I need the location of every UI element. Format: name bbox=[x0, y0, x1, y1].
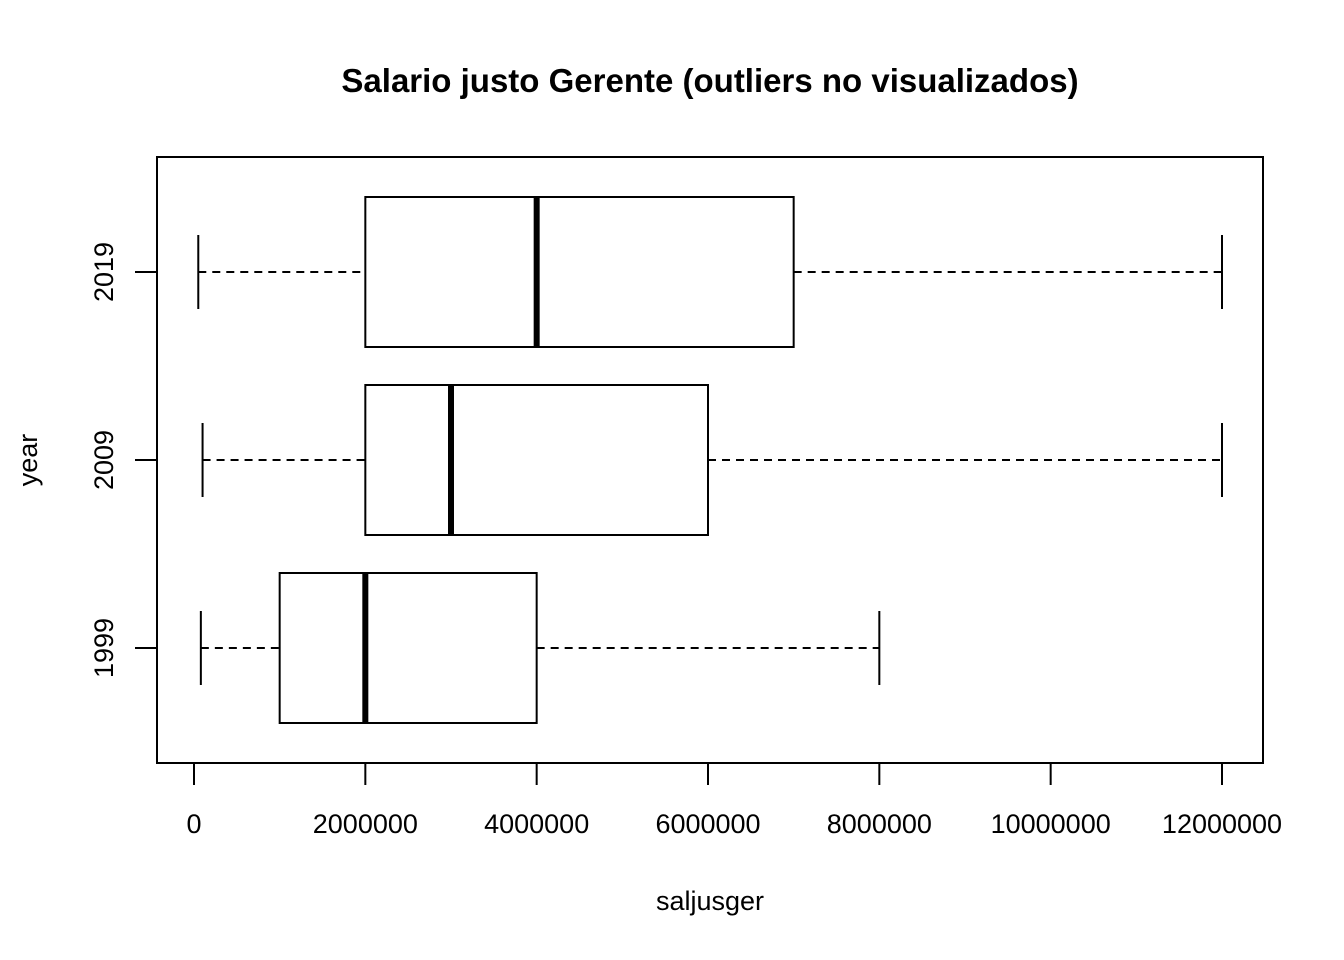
x-tick-label: 6000000 bbox=[655, 809, 760, 839]
x-tick-label: 2000000 bbox=[313, 809, 418, 839]
y-axis: 1999 2009 2019 bbox=[89, 242, 157, 678]
x-tick-label: 8000000 bbox=[827, 809, 932, 839]
box-rect-2019 bbox=[364, 196, 795, 348]
x-tick-label: 4000000 bbox=[484, 809, 589, 839]
boxes-layer bbox=[197, 196, 1223, 724]
y-tick-label: 1999 bbox=[89, 618, 119, 678]
x-tick-label: 0 bbox=[186, 809, 201, 839]
box-rect-2009 bbox=[364, 384, 709, 536]
box-2009 bbox=[201, 384, 1223, 536]
y-tick-label: 2019 bbox=[89, 242, 119, 302]
box-2019 bbox=[197, 196, 1223, 348]
x-axis: 0 2000000 4000000 6000000 8000000 10000000 120… bbox=[186, 763, 1282, 839]
x-axis-label: saljusger bbox=[656, 886, 764, 916]
x-tick-label: 12000000 bbox=[1162, 809, 1282, 839]
box-1999 bbox=[199, 572, 881, 724]
box-rect-1999 bbox=[278, 572, 538, 724]
y-axis-label: year bbox=[13, 434, 43, 487]
chart-title: Salario justo Gerente (outliers no visua… bbox=[341, 62, 1078, 99]
x-tick-label: 10000000 bbox=[991, 809, 1111, 839]
y-tick-label: 2009 bbox=[89, 430, 119, 490]
